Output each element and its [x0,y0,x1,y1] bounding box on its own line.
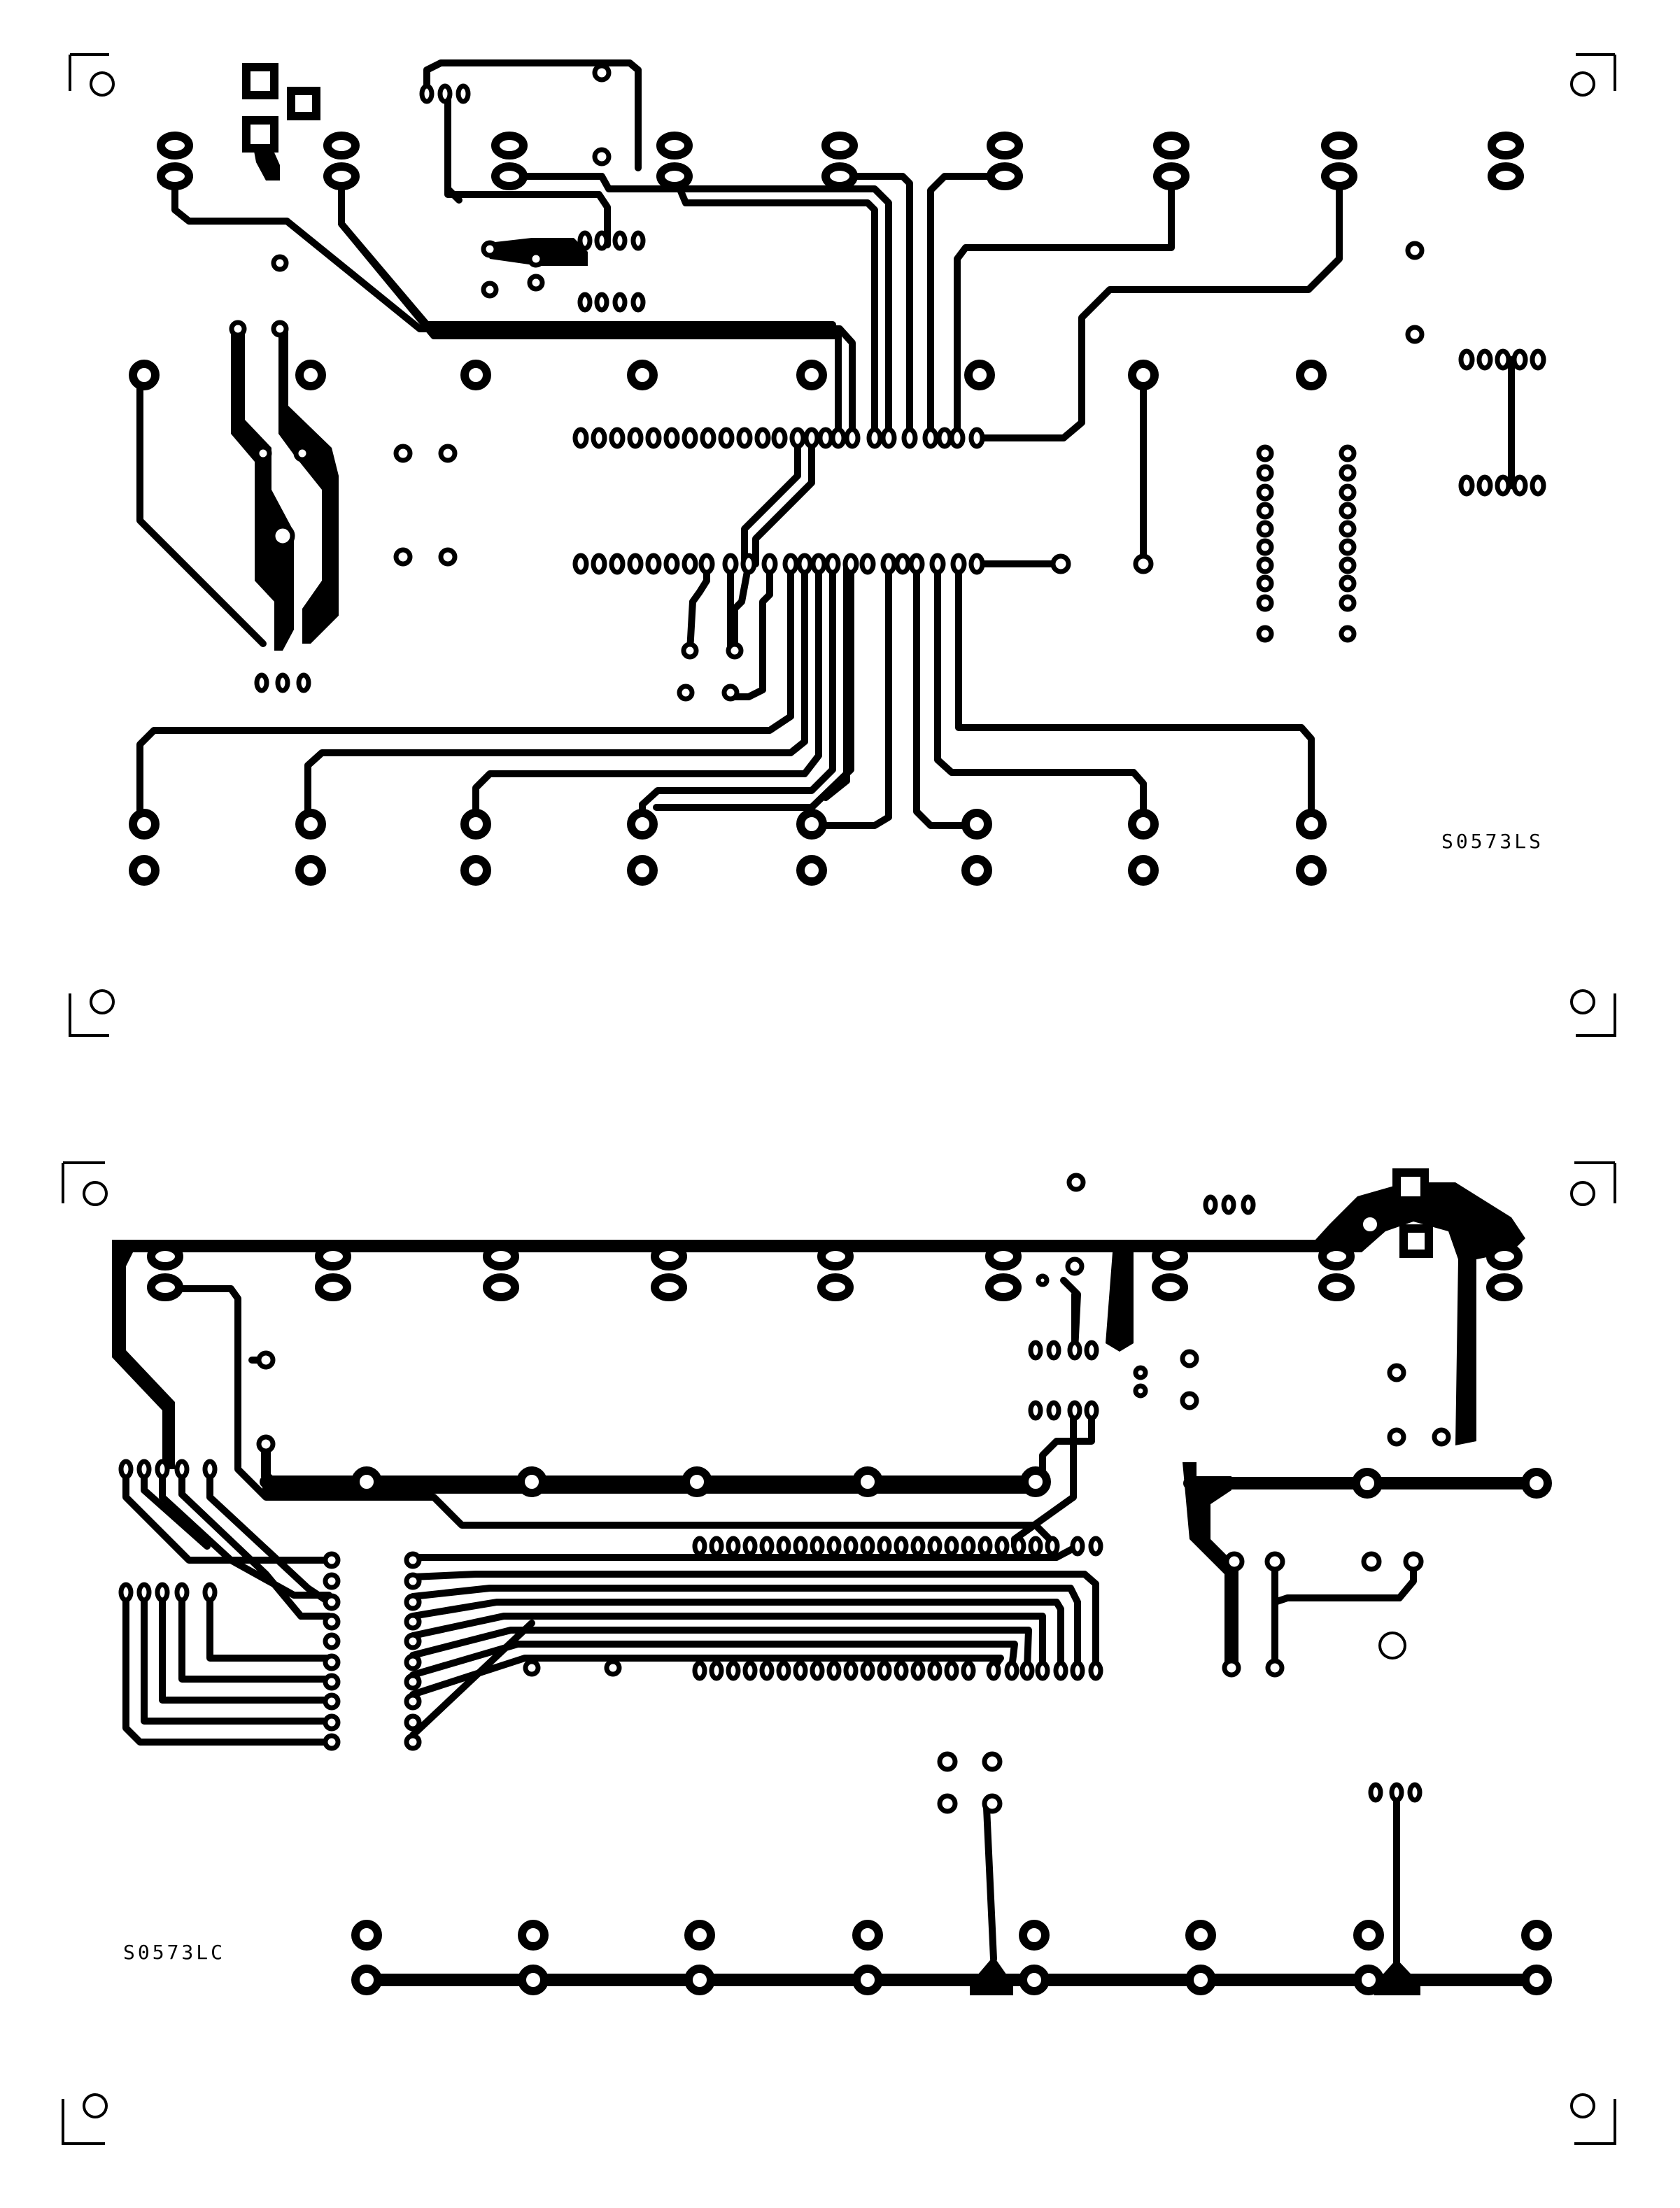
top-layer-traces [136,59,1515,829]
top-layer-pads [129,63,1524,886]
bottom-layer-label: S0573LC [123,1941,226,1964]
top-layer-small-pads [229,63,1546,702]
bottom-layer-traces [122,1277,1417,1976]
bottom-layer-large-pads [147,1168,1552,1995]
bottom-layer-small-pads [118,1173,1451,1814]
top-layer-label: S0573LS [1441,830,1544,853]
registration-marks [62,53,1616,2145]
